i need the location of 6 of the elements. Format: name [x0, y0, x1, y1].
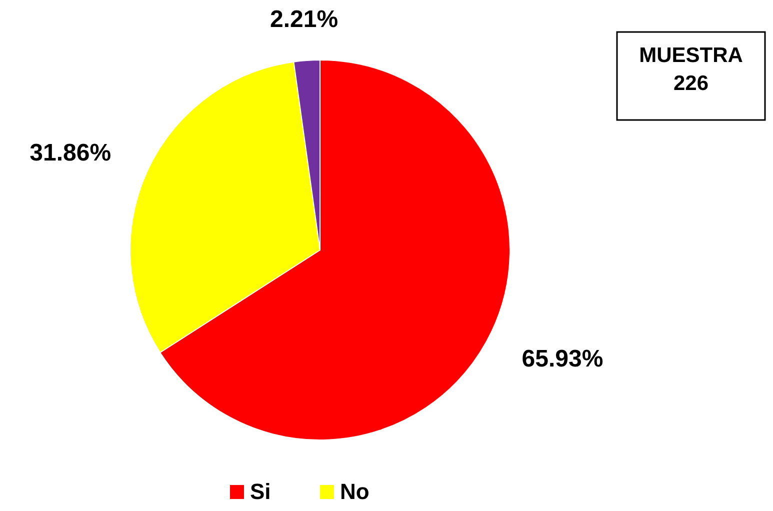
text: MUESTRA 226	[639, 44, 743, 95]
legend-label: No	[340, 478, 370, 504]
data-label: 2.21%	[270, 6, 338, 33]
legend-label: Si	[250, 478, 271, 504]
data-label: 65.93%	[522, 346, 604, 373]
data-label: 31.86%	[30, 139, 112, 166]
